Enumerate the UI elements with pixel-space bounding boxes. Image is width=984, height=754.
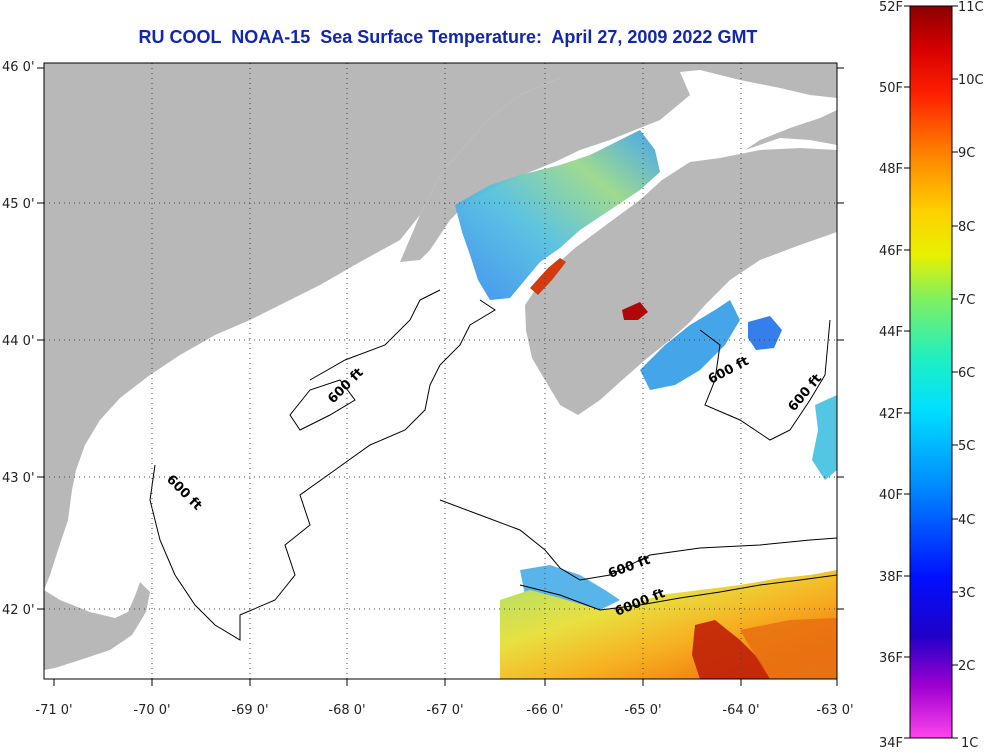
scale-f-50: 50F <box>879 81 903 96</box>
scale-f-36: 36F <box>879 651 903 666</box>
contour-600ft-inner <box>289 379 356 431</box>
scale-c-9: 9C <box>958 146 975 161</box>
land-nova-scotia <box>525 148 837 415</box>
lat-label-42: 42 0' <box>2 603 35 618</box>
scale-f-48: 48F <box>879 162 903 177</box>
lon-label-71: -71 0' <box>35 703 72 718</box>
land-new-brunswick <box>400 63 837 262</box>
land-new-england <box>44 63 560 590</box>
sst-eastern-edge <box>812 395 837 480</box>
contour-600ft-east <box>699 319 831 441</box>
scale-f-42: 42F <box>879 407 903 422</box>
scale-c-8: 8C <box>958 220 975 235</box>
scale-c-11: 11C <box>958 0 984 15</box>
lat-label-46: 46 0' <box>2 60 35 75</box>
sst-fundy-warm-strip <box>530 258 566 295</box>
scale-c-5: 5C <box>958 439 975 454</box>
lon-label-69: -69 0' <box>231 703 268 718</box>
scale-f-38: 38F <box>879 570 903 585</box>
scale-c-3: 3C <box>958 586 975 601</box>
scale-c-4: 4C <box>958 513 975 528</box>
sst-scotian-shelf <box>640 300 740 390</box>
sst-inland-lake <box>622 302 648 320</box>
sst-gulf-stream <box>500 570 837 679</box>
scale-c-2: 2C <box>958 659 975 674</box>
scale-f-52: 52F <box>879 0 903 15</box>
contour-600ft-central <box>309 289 441 381</box>
lon-label-66: -66 0' <box>526 703 563 718</box>
scale-c-7: 7C <box>958 293 975 308</box>
contour-6000ft <box>519 574 837 611</box>
scale-f-46: 46F <box>879 244 903 259</box>
scale-c-6: 6C <box>958 366 975 381</box>
lat-label-45: 45 0' <box>2 197 35 212</box>
lat-label-43: 43 0' <box>2 471 35 486</box>
lon-label-64: -64 0' <box>722 703 759 718</box>
sst-gulf-stream-core <box>692 620 770 679</box>
contour-600ft-west <box>149 299 496 641</box>
temperature-color-bar <box>909 5 953 739</box>
contour-600ft-georges <box>439 499 837 581</box>
scale-c-10: 10C <box>958 73 984 88</box>
lon-label-63: -63 0' <box>816 703 853 718</box>
sst-southeast-warm <box>740 618 837 679</box>
lon-label-65: -65 0' <box>624 703 661 718</box>
scale-f-34: 34F <box>879 736 903 751</box>
lat-label-44: 44 0' <box>2 334 35 349</box>
scale-f-44: 44F <box>879 325 903 340</box>
sst-bay-of-fundy <box>455 130 660 300</box>
sst-eastern-patch <box>748 316 782 350</box>
lon-label-68: -68 0' <box>328 703 365 718</box>
scale-f-40: 40F <box>879 488 903 503</box>
lon-label-70: -70 0' <box>133 703 170 718</box>
map-title: RU COOL NOAA-15 Sea Surface Temperature:… <box>138 27 758 47</box>
land-cape-cod <box>44 582 150 670</box>
land-cape-breton <box>745 110 837 150</box>
lon-label-67: -67 0' <box>426 703 463 718</box>
scale-c-1: 1C <box>961 736 978 751</box>
